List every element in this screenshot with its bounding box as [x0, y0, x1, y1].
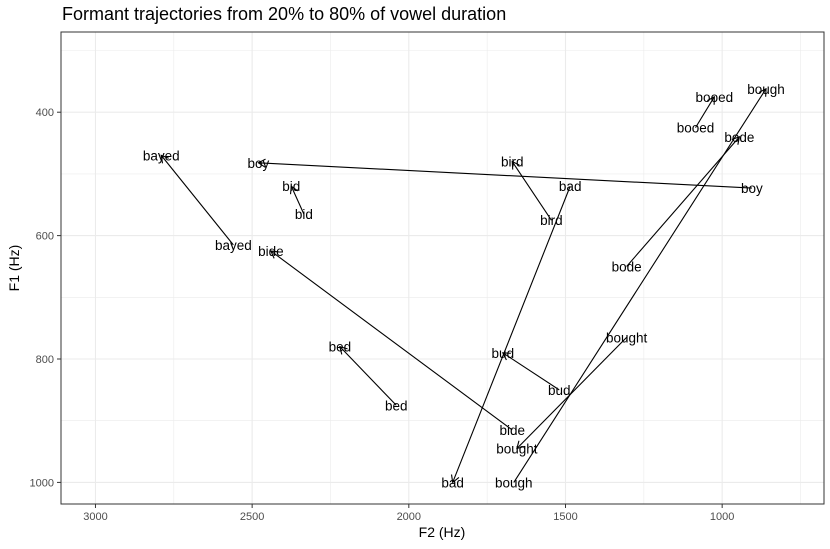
- end-label-booed: booed: [696, 90, 734, 105]
- word-labels: bad bad bayed bayed bed bed bid bid bide bide bird…: [143, 82, 785, 491]
- x-tick-label: 1000: [710, 511, 734, 523]
- x-tick-label: 2500: [240, 511, 264, 523]
- start-label-bad: bad: [559, 179, 582, 194]
- start-label-booed: booed: [677, 121, 715, 136]
- trajectory-line-bad: [452, 186, 571, 483]
- plot-panel: bad bad bayed bayed bed bed bid bid bide bide bird…: [60, 31, 825, 505]
- start-label-bid: bid: [295, 207, 313, 222]
- trajectory-line-bide: [270, 250, 513, 431]
- trajectory-line-bid: [290, 186, 305, 215]
- panel-border: [60, 31, 825, 505]
- x-axis-title: F2 (Hz): [419, 524, 466, 540]
- end-label-bought: bought: [496, 441, 538, 456]
- arrowhead-bird: [511, 160, 520, 170]
- arrowhead-bough: [758, 87, 767, 97]
- x-axis: 3000 2500 2000 1500 1000: [83, 504, 734, 523]
- arrowhead-bid: [289, 185, 299, 195]
- end-label-bide: bide: [258, 244, 284, 259]
- arrowhead-booed: [707, 95, 715, 105]
- start-label-bough: bough: [495, 475, 533, 490]
- start-label-bayed: bayed: [215, 238, 252, 253]
- end-label-bird: bird: [501, 155, 524, 170]
- end-label-boy: boy: [248, 156, 270, 171]
- chart-title: Formant trajectories from 20% to 80% of …: [62, 4, 506, 24]
- y-axis-title: F1 (Hz): [6, 245, 22, 292]
- trajectory-line-bird: [511, 161, 552, 221]
- trajectory-line-bought: [516, 337, 627, 449]
- trajectory-line-boy: [258, 162, 752, 189]
- start-label-boy: boy: [741, 181, 763, 196]
- y-tick-label: 600: [36, 231, 54, 243]
- arrowhead-bad: [450, 474, 460, 484]
- arrowhead-boy: [257, 158, 266, 168]
- arrowhead-bought: [516, 440, 525, 450]
- major-gridlines: [61, 32, 824, 504]
- panel-background: [61, 32, 824, 504]
- start-label-bud: bud: [548, 383, 571, 398]
- y-tick-label: 800: [36, 354, 54, 366]
- trajectory-line-bayed: [160, 155, 234, 246]
- end-label-bode: bode: [724, 130, 754, 145]
- end-label-bad: bad: [441, 475, 464, 490]
- y-tick-label: 400: [36, 107, 54, 119]
- arrowhead-bud: [501, 352, 511, 361]
- y-tick-label: 1000: [30, 477, 54, 489]
- trajectory-line-booed: [695, 96, 715, 128]
- start-label-bought: bought: [606, 330, 648, 345]
- end-label-bid: bid: [282, 179, 300, 194]
- x-tick-label: 3000: [83, 511, 107, 523]
- trajectory-line-bough: [513, 88, 767, 483]
- trajectory-line-bud: [502, 352, 560, 391]
- end-label-bed: bed: [329, 340, 352, 355]
- trajectory-lines: [160, 87, 767, 484]
- arrowhead-bayed: [160, 154, 169, 164]
- arrowhead-bed: [339, 345, 348, 355]
- x-tick-label: 1500: [553, 511, 577, 523]
- end-label-bough: bough: [747, 82, 785, 97]
- end-label-bayed: bayed: [143, 148, 180, 163]
- y-axis: 400 600 800 1000: [30, 107, 61, 489]
- x-tick-label: 2000: [397, 511, 421, 523]
- trajectory-line-bode: [626, 136, 740, 267]
- trajectory-line-bed: [339, 346, 397, 406]
- start-label-bed: bed: [385, 398, 408, 413]
- minor-gridlines: [61, 32, 824, 504]
- end-label-bud: bud: [492, 346, 515, 361]
- arrowhead-bide: [270, 250, 279, 259]
- start-label-bird: bird: [540, 213, 563, 228]
- start-label-bide: bide: [499, 423, 525, 438]
- start-label-bode: bode: [612, 259, 642, 274]
